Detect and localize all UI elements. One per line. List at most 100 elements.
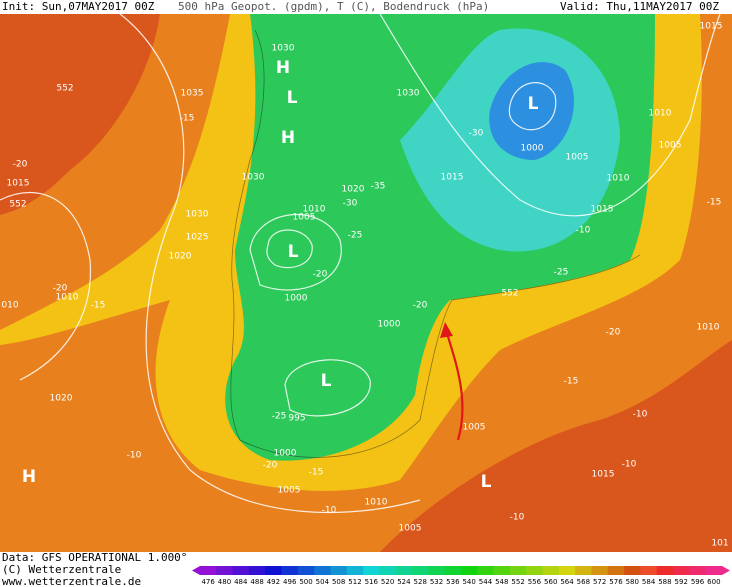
- scale-swatch: [200, 566, 217, 575]
- scale-swatch: [232, 566, 250, 575]
- scale-label: 592: [675, 578, 688, 586]
- contour-label: 1015: [441, 173, 464, 183]
- contour-label: 1030: [272, 44, 295, 54]
- contour-label: -15: [564, 377, 579, 387]
- contour-label: -30: [343, 199, 358, 209]
- field-red-nw: [0, 14, 160, 215]
- scale-label: 552: [511, 578, 524, 586]
- contour-label: 1030: [397, 89, 420, 99]
- contour-label: 1000: [521, 144, 544, 154]
- contour-label: 1030: [242, 173, 265, 183]
- scale-label: 508: [332, 578, 345, 586]
- scale-label: 500: [299, 578, 312, 586]
- contour-label: 552: [56, 84, 73, 94]
- scale-swatch: [314, 566, 331, 575]
- contour-label: 552: [501, 289, 518, 299]
- isobar: [508, 82, 557, 131]
- contour-label: 1010: [607, 174, 630, 184]
- scale-swatch: [412, 566, 429, 575]
- contour-label: 1015: [7, 179, 30, 189]
- contour-label: 1010: [649, 109, 672, 119]
- pressure-center: L: [481, 472, 492, 492]
- scale-label: 572: [593, 578, 606, 586]
- contour-label: 1005: [659, 141, 682, 151]
- contour-label: -20: [606, 328, 621, 338]
- scale-swatch: [297, 566, 315, 575]
- scale-label: 492: [267, 578, 280, 586]
- scale-label: 576: [609, 578, 623, 586]
- scale-label: 584: [642, 578, 656, 586]
- contour-label: -25: [554, 268, 569, 278]
- scale-swatch: [363, 566, 380, 575]
- scale-swatch: [281, 566, 299, 575]
- contour-label: 1020: [50, 394, 73, 404]
- map-title: 500 hPa Geopot. (gpdm), T (C), Bodendruc…: [178, 0, 489, 13]
- scale-swatch: [330, 566, 348, 575]
- scale-swatch: [216, 566, 234, 575]
- scale-label: 480: [218, 578, 231, 586]
- arrow-head: [440, 322, 453, 338]
- contour-label: 101: [711, 539, 728, 549]
- scale-label: 524: [397, 578, 411, 586]
- copyright: (C) Wetterzentrale: [2, 563, 121, 576]
- scale-label: 596: [691, 578, 705, 586]
- contour-label: 010: [1, 301, 18, 311]
- scale-label: 476: [201, 578, 215, 586]
- scale-label: 564: [560, 578, 574, 586]
- scale-label: 520: [381, 578, 394, 586]
- scale-label: 516: [365, 578, 379, 586]
- pressure-center: H: [22, 467, 36, 487]
- scale-swatch: [591, 566, 609, 575]
- contour-label: 1015: [700, 22, 723, 32]
- scale-swatch: [640, 566, 658, 575]
- scale-swatch: [575, 566, 592, 575]
- scale-label: 532: [430, 578, 443, 586]
- scale-label: 488: [250, 578, 263, 586]
- contour-label: 1000: [274, 449, 297, 459]
- pressure-center: L: [287, 88, 298, 108]
- pressure-center: L: [288, 242, 299, 262]
- scale-label: 560: [544, 578, 557, 586]
- contour-label: 1010: [697, 323, 720, 333]
- contour-label: -10: [510, 513, 525, 523]
- scale-label: 548: [495, 578, 508, 586]
- scale-swatch: [509, 566, 527, 575]
- field-red-se: [380, 340, 732, 552]
- contour-label: -35: [371, 182, 386, 192]
- contour-label: -20: [53, 284, 68, 294]
- color-scale: 476 480 484 488 492 496 500 504 508 512 516 520 524 5…: [192, 566, 730, 586]
- contour-label: -20: [313, 270, 328, 280]
- valid-time: Valid: Thu,11MAY2017 00Z: [560, 0, 719, 13]
- scale-label: 588: [658, 578, 671, 586]
- scale-label: 540: [462, 578, 475, 586]
- contour-label: 1005: [399, 524, 422, 534]
- contour-label: -15: [309, 468, 324, 478]
- scale-swatch: [542, 566, 560, 575]
- scale-swatch: [689, 566, 707, 575]
- contour-label: 995: [288, 414, 305, 424]
- scale-swatch: [346, 566, 364, 575]
- contour-label: 1020: [342, 185, 365, 195]
- scale-swatch: [444, 566, 462, 575]
- isobar: [119, 13, 421, 514]
- contour-label: 1025: [186, 233, 209, 243]
- isobar: [284, 359, 371, 417]
- scale-swatch: [607, 566, 625, 575]
- contour-label: 1005: [278, 486, 301, 496]
- contour-label: 552: [9, 200, 26, 210]
- contour-label: 1010: [365, 498, 388, 508]
- scale-label: 536: [446, 578, 460, 586]
- scale-label: 580: [626, 578, 639, 586]
- contour-label: -20: [413, 301, 428, 311]
- contour-label: -20: [13, 160, 28, 170]
- scale-label: 568: [577, 578, 590, 586]
- pressure-center: L: [528, 94, 539, 114]
- contour-label: 1000: [378, 320, 401, 330]
- data-source: Data: GFS OPERATIONAL 1.000°: [2, 551, 187, 564]
- scale-arrow-left: [192, 566, 200, 575]
- contour-label: -15: [180, 114, 195, 124]
- pressure-center: L: [321, 371, 332, 391]
- scale-swatch: [379, 566, 397, 575]
